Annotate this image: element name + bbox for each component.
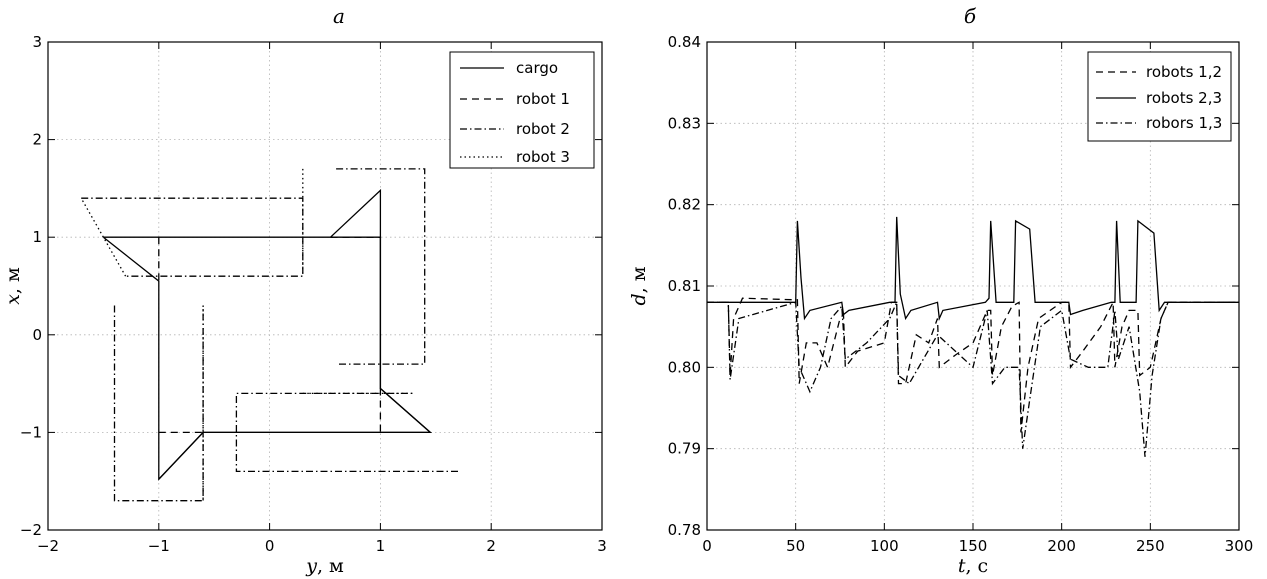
panel-a-x-tick-label: −1 [148,537,170,555]
series-robot-2 [336,168,426,365]
panel-b-y-tick-label: 0.80 [668,358,701,376]
panel-a-series [80,168,458,502]
panel-b-y-tick-label: 0.78 [668,521,701,539]
panel-b-x-tick-label: 0 [702,537,712,555]
panel-a-y-axis-label: x, м [2,267,24,305]
panel-a-y-tick-label: 3 [32,33,42,51]
legend-label-robot-2: robot 2 [516,120,570,138]
series-robors-1-3 [707,301,1239,457]
panel-a-y-tick-label: 2 [32,131,42,149]
panel-a-y-tick-label: 1 [32,228,42,246]
panel-b-title: б [964,4,977,28]
panel-b-x-tick-label: 50 [786,537,805,555]
panel-b-x-tick-labels: 0 50 100 150 200 250 300 [702,537,1253,555]
panel-b-y-tick-label: 0.81 [668,277,701,295]
panel-a-x-tick-label: 2 [486,537,496,555]
panel-b-y-tick-label: 0.82 [668,196,701,214]
panel-b-x-tick-label: 100 [870,537,899,555]
panel-b-x-tick-label: 200 [1047,537,1076,555]
panel-a-ticks [47,41,603,531]
panel-a-title: а [333,4,345,28]
panel-a-y-tick-label: −2 [20,521,42,539]
panel-b-y-tick-label: 0.84 [668,33,701,51]
panel-b-y-axis-label: d, м [628,266,650,305]
panel-b-ticks [706,41,1240,531]
legend-label-robots-1-2: robots 1,2 [1146,63,1222,81]
panel-a-legend-box [449,51,595,169]
legend-label-cargo: cargo [516,59,558,77]
panel-b-x-axis-var: t [958,555,966,577]
series-robots-2-3 [707,216,1239,321]
panel-a-x-tick-label: −2 [37,537,59,555]
panel-a-x-axis-label: y, м [305,555,344,577]
series-robot-3 [80,197,127,277]
panel-a-y-tick-label: −1 [20,423,42,441]
panel-b-y-axis-var: d [628,293,650,305]
series-cargo [102,236,433,481]
panel-b-x-tick-label: 250 [1136,537,1165,555]
legend-label-robot-3: robot 3 [516,148,570,166]
panel-a-y-tick-label: 0 [32,326,42,344]
panel-b-legend-box [1087,51,1232,142]
panel-a-y-axis-unit: , м [2,267,24,294]
legend-label-robors-1-3: robors 1,3 [1146,114,1222,132]
panel-b-x-tick-label: 300 [1225,537,1254,555]
series-robot-2 [113,305,204,502]
panel-b-x-axis-label: t, с [958,555,988,577]
panel-a-x-axis-unit: , м [317,555,344,577]
panel-a-x-tick-label: 0 [265,537,275,555]
panel-b-series [707,216,1239,457]
panel-a-y-tick-labels: −2 −1 0 1 2 3 [20,33,42,539]
panel-a-x-axis-var: y [305,555,317,577]
legend-label-robot-1: robot 1 [516,90,570,108]
panel-b-x-axis-unit: , с [965,555,988,577]
panel-a-y-axis-var: x [2,294,24,305]
series-robot-2 [81,197,304,277]
panel-b-y-tick-label: 0.79 [668,440,701,458]
panel-a-frame [47,41,603,531]
panel-b-y-axis-unit: , м [628,266,650,293]
series-cargo [158,188,433,480]
panel-a-x-tick-label: 1 [376,537,386,555]
panel-b-legend: robots 1,2 robots 2,3 robors 1,3 [1087,51,1232,142]
panel-a-x-tick-label: 3 [597,537,607,555]
panel-a-x-tick-labels: −2 −1 0 1 2 3 [37,537,607,555]
series-robots-1-2 [707,297,1239,433]
panel-b-x-tick-label: 150 [959,537,988,555]
panel-a-legend: cargo robot 1 robot 2 robot 3 [449,51,595,169]
panel-b-y-tick-label: 0.83 [668,114,701,132]
panel-b-y-tick-labels: 0.78 0.79 0.80 0.81 0.82 0.83 0.84 [668,33,701,539]
panel-b: б 0 50 100 150 200 250 300 0.78 0.79 0.80 0.81 0.8… [628,4,1253,577]
series-robot-2 [235,392,458,473]
legend-label-robots-2-3: robots 2,3 [1146,89,1222,107]
